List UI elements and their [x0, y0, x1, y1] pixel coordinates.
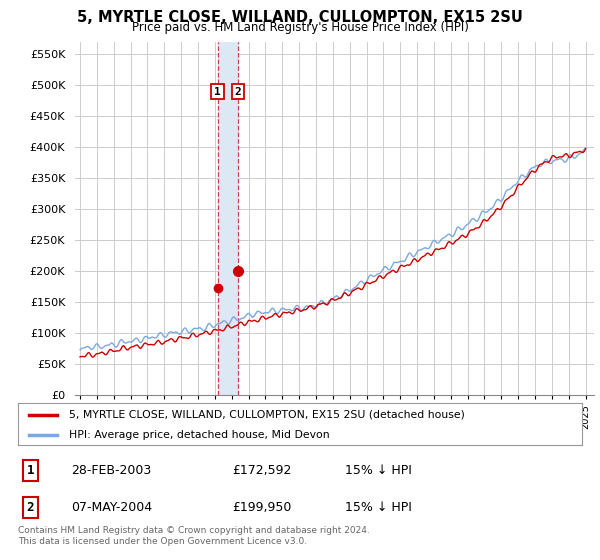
Text: HPI: Average price, detached house, Mid Devon: HPI: Average price, detached house, Mid … — [69, 430, 329, 440]
Text: £199,950: £199,950 — [232, 501, 292, 514]
Text: 1: 1 — [26, 464, 34, 477]
Text: 5, MYRTLE CLOSE, WILLAND, CULLOMPTON, EX15 2SU (detached house): 5, MYRTLE CLOSE, WILLAND, CULLOMPTON, EX… — [69, 409, 464, 419]
Text: Price paid vs. HM Land Registry's House Price Index (HPI): Price paid vs. HM Land Registry's House … — [131, 21, 469, 34]
Text: 28-FEB-2003: 28-FEB-2003 — [71, 464, 152, 477]
Text: £172,592: £172,592 — [232, 464, 292, 477]
Text: 1: 1 — [214, 86, 221, 96]
Text: 15% ↓ HPI: 15% ↓ HPI — [345, 464, 412, 477]
Text: 2: 2 — [26, 501, 34, 514]
Text: 5, MYRTLE CLOSE, WILLAND, CULLOMPTON, EX15 2SU: 5, MYRTLE CLOSE, WILLAND, CULLOMPTON, EX… — [77, 10, 523, 25]
Bar — [218, 42, 238, 395]
Text: 15% ↓ HPI: 15% ↓ HPI — [345, 501, 412, 514]
Text: 07-MAY-2004: 07-MAY-2004 — [71, 501, 153, 514]
Text: 2: 2 — [235, 86, 241, 96]
Text: Contains HM Land Registry data © Crown copyright and database right 2024.
This d: Contains HM Land Registry data © Crown c… — [18, 526, 370, 546]
